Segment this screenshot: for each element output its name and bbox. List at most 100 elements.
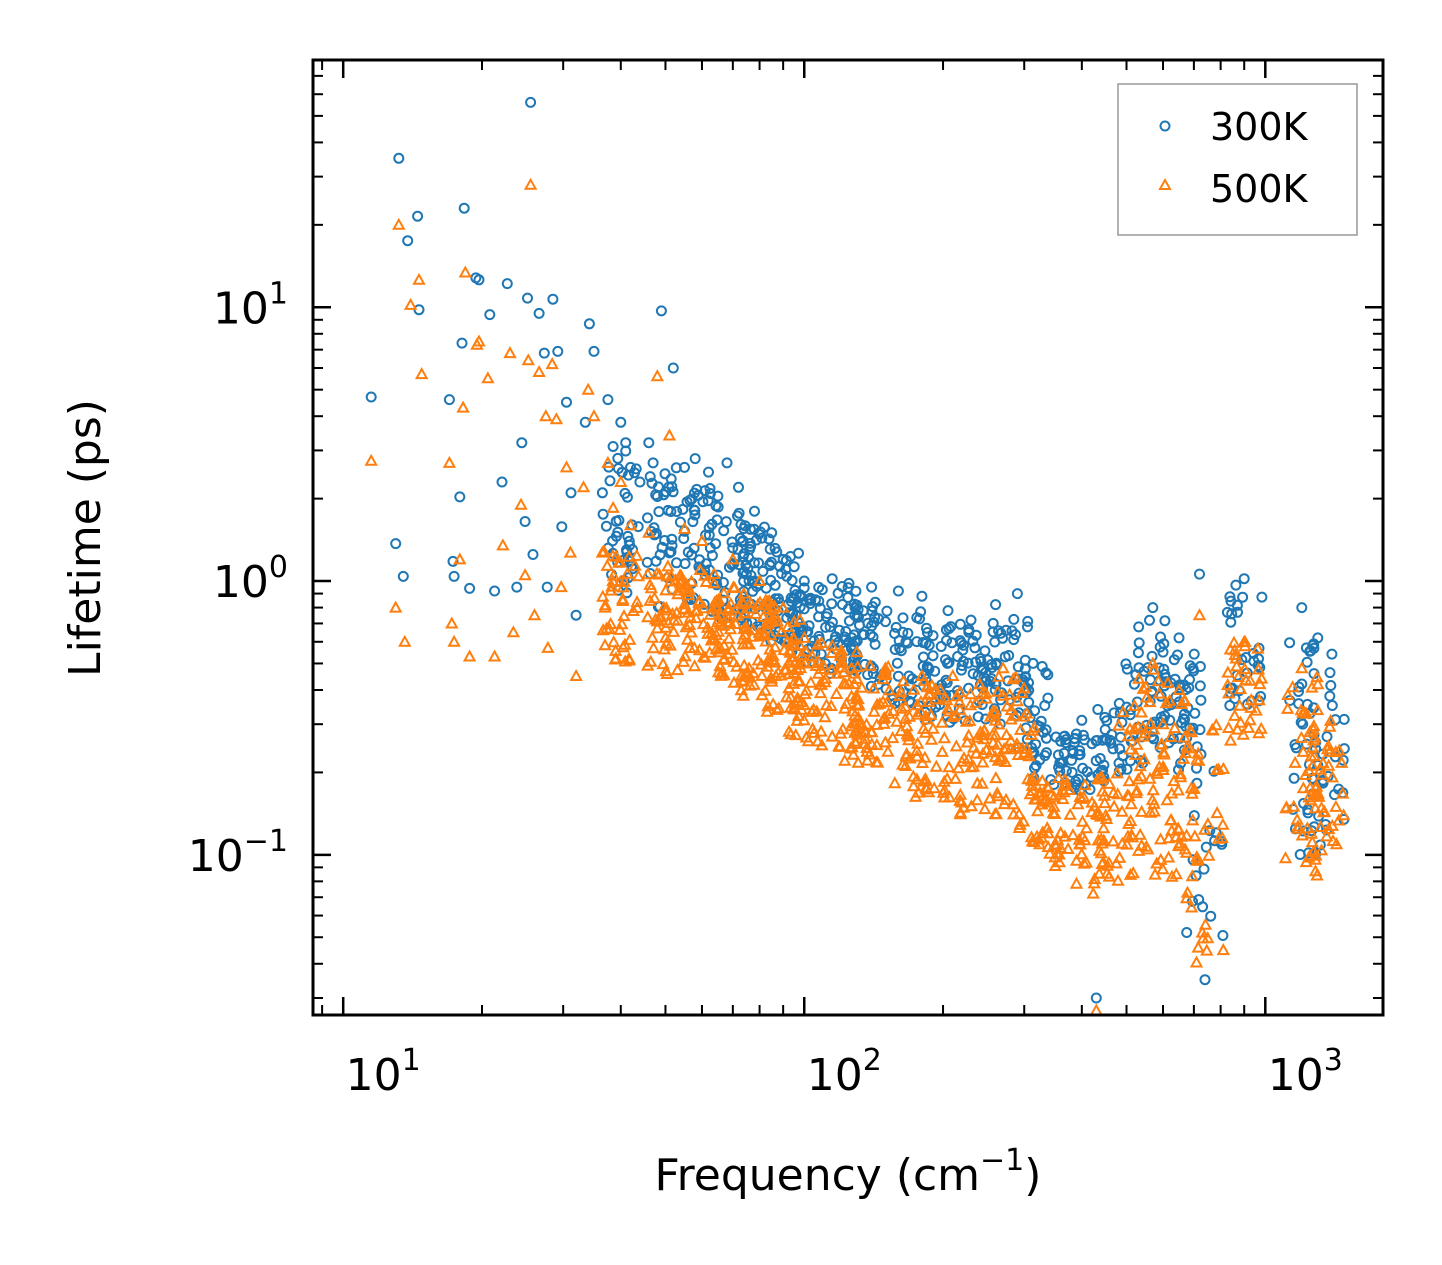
data-point-300k — [1326, 648, 1338, 660]
data-point-500k — [1133, 827, 1147, 840]
data-point-500k — [893, 688, 907, 701]
data-point-500k — [829, 686, 844, 699]
data-point-500k — [709, 642, 723, 655]
data-point-500k — [559, 460, 574, 473]
data-point-300k — [1294, 849, 1306, 860]
data-point-300k — [848, 629, 860, 641]
data-point-500k — [1146, 783, 1160, 796]
data-point-500k — [989, 771, 1003, 784]
data-point-300k — [972, 711, 984, 723]
legend-label-500k: 500K — [1210, 167, 1309, 211]
data-point-500k — [1237, 634, 1251, 647]
data-point-500k — [1147, 662, 1161, 675]
data-point-500k — [1092, 866, 1106, 879]
data-point-300k — [613, 514, 625, 526]
data-point-500k — [799, 730, 813, 743]
data-point-300k — [867, 662, 879, 674]
data-point-300k — [710, 538, 722, 550]
data-point-300k — [849, 652, 861, 664]
data-point-500k — [1079, 821, 1094, 834]
data-point-500k — [609, 549, 623, 562]
data-point-500k — [979, 686, 993, 699]
data-point-300k — [915, 606, 927, 618]
data-point-500k — [614, 474, 628, 487]
data-point-300k — [963, 626, 975, 638]
data-point-300k — [897, 612, 909, 624]
data-point-300k — [570, 609, 582, 621]
data-point-300k — [849, 602, 861, 614]
data-point-300k — [519, 516, 531, 527]
data-point-300k — [1147, 602, 1159, 614]
data-point-500k — [888, 776, 902, 789]
data-point-500k — [697, 601, 711, 614]
data-point-500k — [1010, 736, 1024, 749]
data-point-300k — [538, 347, 550, 359]
data-point-500k — [596, 589, 610, 602]
data-point-500k — [1154, 852, 1168, 865]
data-point-500k — [1305, 758, 1320, 771]
data-point-300k — [1094, 753, 1106, 764]
data-point-500k — [1130, 737, 1144, 750]
data-point-500k — [1314, 819, 1328, 832]
data-point-300k — [927, 650, 939, 662]
data-point-500k — [683, 641, 697, 654]
data-point-500k — [1335, 755, 1349, 768]
data-point-500k — [687, 659, 702, 672]
data-point-500k — [1063, 807, 1077, 820]
data-point-500k — [919, 709, 933, 722]
data-point-300k — [496, 476, 508, 488]
data-point-300k — [940, 689, 952, 701]
data-point-300k — [643, 437, 655, 449]
data-point-500k — [754, 657, 768, 670]
data-point-300k — [616, 466, 628, 478]
data-point-500k — [910, 698, 924, 711]
data-point-300k — [1159, 668, 1171, 680]
data-point-500k — [676, 654, 691, 667]
data-point-500k — [759, 593, 773, 606]
data-point-300k — [1284, 637, 1296, 649]
data-point-500k — [1133, 759, 1147, 772]
data-point-300k — [804, 598, 816, 610]
data-point-300k — [999, 651, 1011, 663]
data-point-500k — [1025, 778, 1039, 791]
data-point-300k — [1091, 735, 1103, 746]
data-point-500k — [1100, 866, 1114, 879]
data-point-500k — [858, 736, 872, 749]
data-point-300k — [607, 441, 619, 452]
data-point-300k — [706, 550, 718, 561]
data-point-500k — [521, 353, 535, 366]
data-point-500k — [539, 409, 553, 422]
data-point-500k — [1252, 693, 1266, 706]
data-point-500k — [1073, 836, 1087, 849]
data-point-500k — [1195, 925, 1209, 938]
data-point-500k — [1161, 675, 1175, 688]
data-point-500k — [1230, 722, 1245, 735]
data-point-500k — [1106, 834, 1120, 847]
data-point-300k — [1194, 568, 1205, 580]
data-point-500k — [1026, 783, 1040, 796]
data-point-500k — [1123, 867, 1138, 880]
data-point-500k — [865, 737, 879, 750]
data-point-500k — [776, 600, 790, 613]
data-point-500k — [681, 588, 695, 601]
data-point-500k — [1006, 672, 1020, 685]
plot-frame — [311, 58, 1385, 1017]
data-point-500k — [964, 760, 978, 773]
data-point-500k — [793, 638, 807, 651]
data-point-300k — [1194, 680, 1206, 692]
data-point-500k — [622, 549, 636, 562]
data-point-300k — [764, 543, 776, 555]
data-point-500k — [742, 637, 757, 650]
data-point-500k — [1244, 700, 1258, 713]
data-point-500k — [970, 730, 985, 743]
data-point-500k — [1027, 720, 1041, 733]
data-point-300k — [646, 477, 658, 489]
data-point-300k — [1073, 749, 1085, 761]
data-point-500k — [1216, 943, 1230, 956]
data-point-500k — [1311, 677, 1325, 690]
data-point-500k — [764, 670, 778, 683]
data-point-300k — [700, 529, 712, 541]
data-point-500k — [617, 609, 631, 622]
data-point-500k — [1179, 828, 1194, 841]
data-point-500k — [1048, 858, 1062, 871]
